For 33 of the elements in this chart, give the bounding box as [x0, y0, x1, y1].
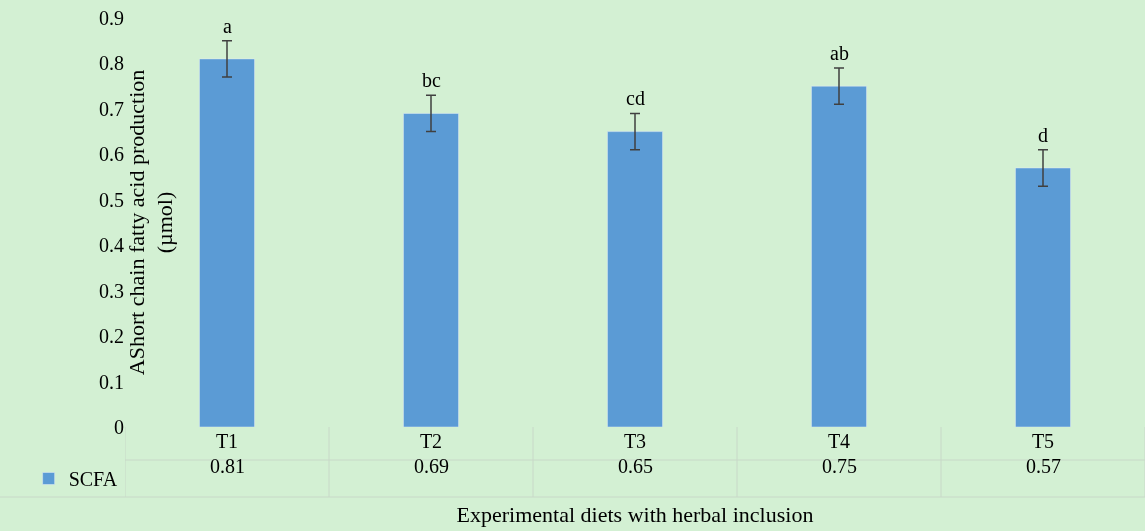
x-axis-title: Experimental diets with herbal inclusion	[456, 501, 814, 527]
x-tick-label: T4	[827, 430, 851, 452]
x-tick-label: T5	[1031, 430, 1055, 452]
y-tick-label: 0.9	[99, 7, 124, 29]
y-tick-label: 0.5	[99, 188, 124, 211]
data-label: 0.75	[822, 455, 857, 477]
annotation: d	[1038, 124, 1048, 146]
y-tick-label: 0.1	[99, 370, 124, 393]
x-tick-label: T2	[419, 430, 443, 452]
y-tick-label: 0.8	[99, 52, 124, 75]
legend-label: SCFA	[68, 468, 118, 491]
data-label: 0.69	[414, 455, 449, 477]
bar	[403, 113, 459, 427]
annotation: ab	[830, 42, 849, 64]
y-axis-title: AShort chain fatty acid production (µmol)	[123, 69, 178, 376]
y-tick-label: 0.7	[99, 97, 124, 120]
annotation: a	[223, 15, 232, 37]
data-label: 0.65	[618, 455, 653, 477]
bar	[811, 85, 867, 427]
y-tick-label: 0.2	[99, 325, 124, 348]
bar	[199, 58, 255, 427]
data-label: 0.57	[1026, 455, 1061, 477]
y-tick-label: 0.3	[99, 279, 124, 302]
bar	[607, 131, 663, 427]
x-tick-label: T1	[215, 430, 239, 452]
annotation: bc	[422, 69, 441, 91]
data-label: 0.81	[210, 455, 245, 477]
x-tick-label: T3	[623, 430, 647, 452]
y-tick-label: 0.6	[99, 143, 124, 166]
y-tick-label: 0	[114, 416, 124, 438]
annotation: cd	[626, 87, 645, 109]
bar	[1015, 167, 1071, 427]
y-tick-label: 0.4	[99, 234, 124, 257]
